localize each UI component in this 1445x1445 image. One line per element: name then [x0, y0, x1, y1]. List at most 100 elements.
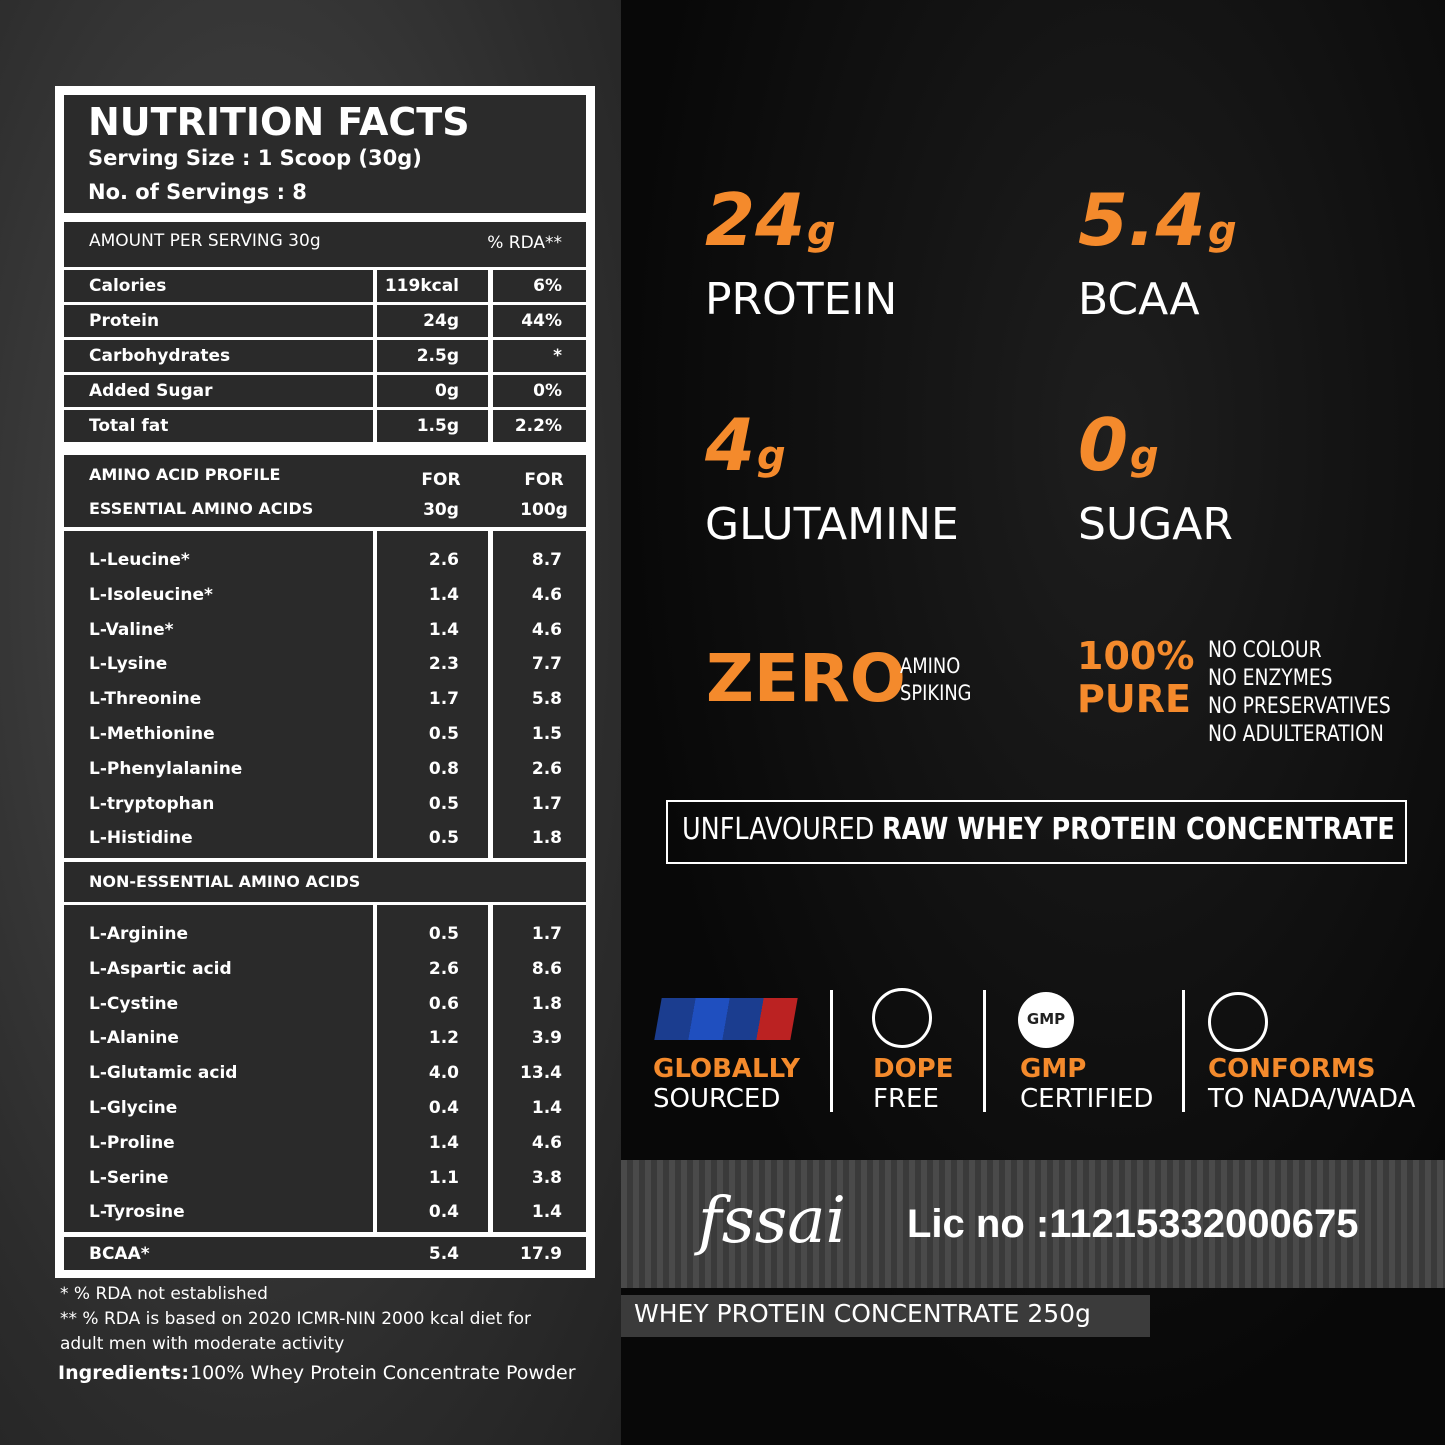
amino-30g: 1.2	[428, 1028, 459, 1049]
amino-30g: 2.6	[428, 958, 459, 979]
amino-100g: 1.7	[531, 924, 562, 944]
amino-100g: 1.4	[531, 1202, 562, 1223]
amino-30g: 0.5	[428, 793, 459, 814]
row-amount: 24g	[423, 311, 459, 331]
badge-divider	[1182, 990, 1185, 1112]
badge-title: GMP	[1020, 1054, 1087, 1084]
amino-30g: 0.5	[428, 924, 459, 944]
highlight-value: 5.4	[1078, 178, 1206, 262]
row-label: Calories	[89, 276, 167, 296]
amino-100g: 8.6	[531, 958, 562, 979]
amino-name: L-Cystine	[89, 993, 179, 1014]
highlight-label: BCAA	[1078, 274, 1200, 325]
amino-30g: 0.4	[428, 1098, 459, 1118]
gmp-icon	[1018, 992, 1074, 1048]
row-amount-cell	[377, 340, 488, 372]
banner-light: UNFLAVOURED	[682, 812, 875, 847]
amino-100g: 4.6	[531, 619, 562, 640]
pure-item: NO ENZYMES	[1208, 666, 1333, 691]
amino-name: L-Glutamic acid	[89, 1063, 238, 1084]
footnote: adult men with moderate activity	[60, 1334, 345, 1354]
amino-30g: 1.1	[428, 1167, 459, 1188]
highlight-label: GLUTAMINE	[705, 499, 959, 550]
row-rda-cell	[493, 375, 586, 407]
amount-header: AMOUNT PER SERVING 30g	[89, 231, 321, 251]
row-label: Total fat	[89, 416, 169, 436]
row-rda-cell	[493, 305, 586, 337]
amino-100g: 4.6	[531, 1132, 562, 1153]
pure-item: NO ADULTERATION	[1208, 722, 1384, 747]
zero-big: ZERO	[706, 640, 906, 717]
ingredients-text: 100% Whey Protein Concentrate Powder	[190, 1362, 576, 1384]
amino-30g-column	[377, 531, 488, 858]
serving-size: Serving Size : 1 Scoop (30g)	[88, 146, 422, 170]
license: Lic no :11215332000675	[907, 1202, 1359, 1246]
highlight-value: 24	[705, 178, 806, 262]
row-label-cell	[64, 375, 373, 407]
highlight-unit: g	[807, 208, 836, 254]
row-label: Added Sugar	[89, 381, 213, 401]
badge-sub: TO NADA/WADA	[1208, 1084, 1416, 1114]
row-amount: 0g	[435, 381, 459, 401]
amino-100g: 3.8	[531, 1167, 562, 1188]
amino-100g: 1.8	[531, 993, 562, 1014]
row-rda: *	[553, 346, 562, 366]
amino-30g: 1.7	[428, 689, 459, 710]
badge-sub: SOURCED	[653, 1084, 781, 1114]
amino-name: L-Proline	[89, 1132, 175, 1153]
row-amount-cell	[377, 410, 488, 442]
fssai-logo: fssai	[698, 1184, 846, 1258]
amino-30g: 0.8	[428, 758, 459, 779]
flags-icon	[654, 998, 798, 1040]
row-label-cell	[64, 305, 373, 337]
highlight-value: 0	[1078, 403, 1129, 487]
amino-30g: 2.3	[428, 654, 459, 675]
amino-30g: 1.4	[428, 584, 459, 605]
row-label: Carbohydrates	[89, 346, 231, 366]
badge-sub: CERTIFIED	[1020, 1084, 1154, 1114]
amino-name: L-Isoleucine*	[89, 584, 213, 605]
amino-100g: 1.8	[531, 828, 562, 849]
amino-100g: 2.6	[531, 758, 562, 779]
amino-100g: 1.4	[531, 1098, 562, 1118]
amino-100g: 3.9	[531, 1028, 562, 1049]
row-label: Protein	[89, 311, 160, 331]
amino-name: L-Alanine	[89, 1028, 179, 1049]
column-header: 100g	[520, 500, 568, 520]
amino-name: L-Threonine	[89, 689, 202, 710]
footnote: ** % RDA is based on 2020 ICMR-NIN 2000 …	[60, 1309, 532, 1329]
row-rda: 0%	[533, 381, 562, 401]
amino-100g: 1.5	[531, 724, 562, 744]
ingredients-label: Ingredients:	[58, 1362, 189, 1384]
row-label-cell	[64, 410, 373, 442]
amount-header-box	[64, 222, 586, 267]
badge-title: GLOBALLY	[653, 1054, 800, 1084]
amino-30g: 0.4	[428, 1202, 459, 1223]
amino-100g: 4.6	[531, 584, 562, 605]
check-icon	[1208, 992, 1268, 1052]
highlight-unit: g	[757, 433, 786, 479]
row-rda-cell	[493, 340, 586, 372]
essential-title: ESSENTIAL AMINO ACIDS	[89, 499, 314, 518]
amino-100g: 1.7	[531, 793, 562, 814]
label-title: NUTRITION FACTS	[88, 100, 470, 144]
amino-name: L-Leucine*	[89, 550, 190, 570]
amino-name: L-Valine*	[89, 619, 174, 640]
amino-label-column	[64, 905, 373, 1232]
pure-item: NO COLOUR	[1208, 638, 1322, 663]
header-box	[64, 95, 586, 213]
amino-name: L-Serine	[89, 1167, 169, 1188]
footnote: * % RDA not established	[60, 1284, 268, 1304]
amino-100g: 5.8	[531, 689, 562, 710]
banner-bold: RAW WHEY PROTEIN CONCENTRATE	[882, 812, 1395, 847]
column-header: FOR	[421, 470, 461, 490]
amino-100g: 13.4	[520, 1063, 562, 1084]
banner-frame	[666, 800, 1407, 864]
amino-name: L-Aspartic acid	[89, 958, 232, 979]
amino-100g-column	[493, 531, 586, 858]
row-amount: 119kcal	[384, 276, 459, 296]
product-box	[621, 1295, 1150, 1337]
nonessential-header-box	[64, 862, 586, 902]
row-rda-cell	[493, 270, 586, 302]
product-name: WHEY PROTEIN CONCENTRATE 250g	[634, 1299, 1091, 1328]
